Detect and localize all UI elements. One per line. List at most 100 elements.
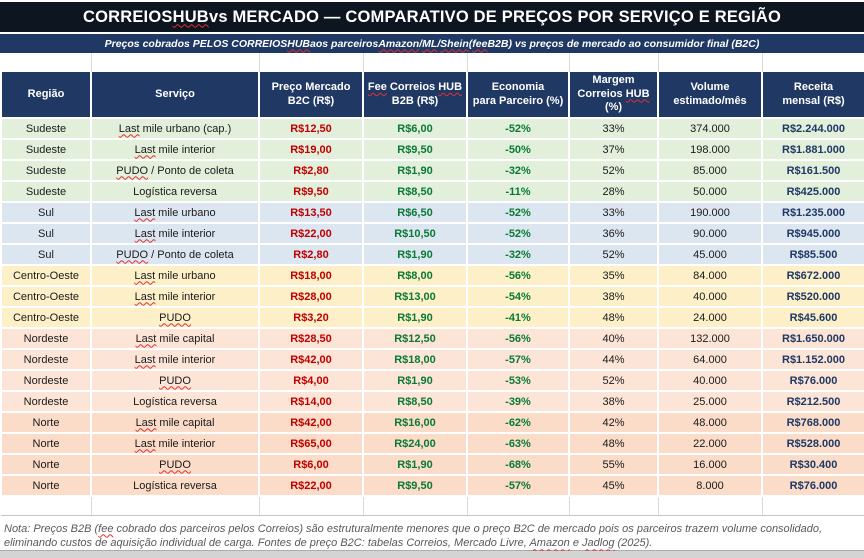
cell-market_price_b2c: R$4,00 [258, 369, 364, 392]
cell-market_price_b2c: R$2,80 [258, 243, 364, 266]
cell-market_price_b2c: R$6,00 [258, 453, 364, 476]
cell-fee_correios_hub_b2b: R$8,50 [362, 180, 468, 203]
cell-correios_hub_margin_pct: 33% [568, 201, 659, 224]
cell-monthly_revenue: R$30.400 [761, 453, 864, 476]
cell-service: Last mile interior [90, 222, 260, 245]
price-comparison-table: Região Serviço Preço Mercado B2C (R$) Fee C… [0, 53, 864, 516]
cell-fee_correios_hub_b2b: R$1,90 [362, 306, 468, 329]
table-row: Sul Last mile urbano R$13,50 R$6,50 -52% 33% 1… [0, 201, 864, 224]
cell-monthly_revenue: R$2.244.000 [761, 117, 864, 140]
cell-region: Nordeste [0, 390, 92, 413]
cell-region: Sudeste [0, 138, 92, 161]
cell-partner_savings_pct: -52% [466, 117, 570, 140]
cell-monthly_revenue: R$212.500 [761, 390, 864, 413]
cell-partner_savings_pct: -32% [466, 243, 570, 266]
cell-monthly_revenue: R$528.000 [761, 432, 864, 455]
spacer-cell [1, 53, 92, 72]
cell-region: Sudeste [0, 117, 92, 140]
table-body: Sudeste Last mile urbano (cap.) R$12,50 R$6… [0, 117, 864, 516]
cell-region: Nordeste [0, 369, 92, 392]
cell-monthly_revenue: R$161.500 [761, 159, 864, 182]
cell-region: Centro-Oeste [0, 264, 92, 287]
spacer-cell [91, 495, 260, 516]
cell-market_price_b2c: R$42,00 [258, 411, 364, 434]
cell-estimated_volume_month: 90.000 [657, 222, 763, 245]
cell-correios_hub_margin_pct: 55% [568, 453, 659, 476]
cell-estimated_volume_month: 45.000 [657, 243, 763, 266]
cell-service: PUDO [90, 306, 260, 329]
cell-market_price_b2c: R$22,00 [258, 222, 364, 245]
spacer-row-bottom [1, 495, 864, 516]
cell-estimated_volume_month: 85.000 [657, 159, 763, 182]
cell-monthly_revenue: R$76.000 [761, 474, 864, 497]
cell-estimated_volume_month: 50.000 [657, 180, 763, 203]
cell-correios_hub_margin_pct: 42% [568, 411, 659, 434]
cell-region: Centro-Oeste [0, 306, 92, 329]
cell-partner_savings_pct: -41% [466, 306, 570, 329]
column-header-partner_savings_pct: Economia para Parceiro (%) [466, 72, 570, 119]
cell-fee_correios_hub_b2b: R$16,00 [362, 411, 468, 434]
cell-correios_hub_margin_pct: 37% [568, 138, 659, 161]
column-header-fee_correios_hub_b2b: Fee Correios HUB B2B (R$) [362, 72, 468, 119]
cell-service: PUDO [90, 369, 260, 392]
cell-partner_savings_pct: -39% [466, 390, 570, 413]
cell-service: PUDO [90, 453, 260, 476]
cell-service: Last mile interior [90, 432, 260, 455]
cell-service: Logística reversa [90, 390, 260, 413]
cell-correios_hub_margin_pct: 48% [568, 432, 659, 455]
table-row: Norte Last mile capital R$42,00 R$16,00 -62%… [0, 411, 864, 434]
cell-region: Sul [0, 222, 92, 245]
cell-service: Last mile capital [90, 327, 260, 350]
cell-fee_correios_hub_b2b: R$1,90 [362, 159, 468, 182]
column-header-market_price_b2c: Preço Mercado B2C (R$) [258, 72, 364, 119]
table-row: Nordeste PUDO R$4,00 R$1,90 -53% 52% 40.000 R$7… [0, 369, 864, 392]
cell-market_price_b2c: R$28,50 [258, 327, 364, 350]
cell-fee_correios_hub_b2b: R$9,50 [362, 138, 468, 161]
cell-estimated_volume_month: 25.000 [657, 390, 763, 413]
spacer-cell [259, 495, 364, 516]
cell-monthly_revenue: R$1.650.000 [761, 327, 864, 350]
cell-estimated_volume_month: 22.000 [657, 432, 763, 455]
cell-correios_hub_margin_pct: 36% [568, 222, 659, 245]
cell-correios_hub_margin_pct: 33% [568, 117, 659, 140]
cell-region: Sul [0, 243, 92, 266]
table-row: Norte Logística reversa R$22,00 R$9,50 -57% 4… [0, 474, 864, 497]
cell-market_price_b2c: R$22,00 [258, 474, 364, 497]
column-header-region: Região [0, 72, 92, 119]
spacer-cell [762, 495, 864, 516]
cell-service: Last mile urbano (cap.) [90, 117, 260, 140]
cell-monthly_revenue: R$85.500 [761, 243, 864, 266]
cell-region: Nordeste [0, 327, 92, 350]
cell-service: Last mile urbano [90, 264, 260, 287]
cell-estimated_volume_month: 84.000 [657, 264, 763, 287]
header-row: Região Serviço Preço Mercado B2C (R$) Fee C… [0, 72, 864, 119]
cell-fee_correios_hub_b2b: R$8,50 [362, 390, 468, 413]
cell-fee_correios_hub_b2b: R$1,90 [362, 453, 468, 476]
spacer-cell [467, 495, 570, 516]
table-row: Centro-Oeste PUDO R$3,20 R$1,90 -41% 48% 24.00… [0, 306, 864, 329]
cell-partner_savings_pct: -11% [466, 180, 570, 203]
cell-monthly_revenue: R$945.000 [761, 222, 864, 245]
spacer-cell [658, 495, 763, 516]
spacer-cell [259, 53, 364, 72]
cell-fee_correios_hub_b2b: R$12,50 [362, 327, 468, 350]
cell-partner_savings_pct: -56% [466, 264, 570, 287]
column-header-correios_hub_margin_pct: Margem Correios HUB (%) [568, 72, 659, 119]
cell-fee_correios_hub_b2b: R$1,90 [362, 243, 468, 266]
cell-partner_savings_pct: -50% [466, 138, 570, 161]
cell-partner_savings_pct: -57% [466, 474, 570, 497]
cell-monthly_revenue: R$1.235.000 [761, 201, 864, 224]
cell-region: Nordeste [0, 348, 92, 371]
cell-correios_hub_margin_pct: 38% [568, 390, 659, 413]
page-subtitle: Preços cobrados PELOS CORREIOS HUB aos p… [0, 34, 864, 53]
cell-monthly_revenue: R$520.000 [761, 285, 864, 308]
page-title: CORREIOS HUB vs MERCADO — COMPARATIVO DE… [0, 2, 864, 32]
cell-region: Centro-Oeste [0, 285, 92, 308]
cell-service: PUDO / Ponto de coleta [90, 159, 260, 182]
cell-service: Last mile interior [90, 138, 260, 161]
cell-partner_savings_pct: -62% [466, 411, 570, 434]
cell-estimated_volume_month: 40.000 [657, 285, 763, 308]
cell-fee_correios_hub_b2b: R$6,00 [362, 117, 468, 140]
cell-service: Last mile interior [90, 348, 260, 371]
cell-correios_hub_margin_pct: 44% [568, 348, 659, 371]
